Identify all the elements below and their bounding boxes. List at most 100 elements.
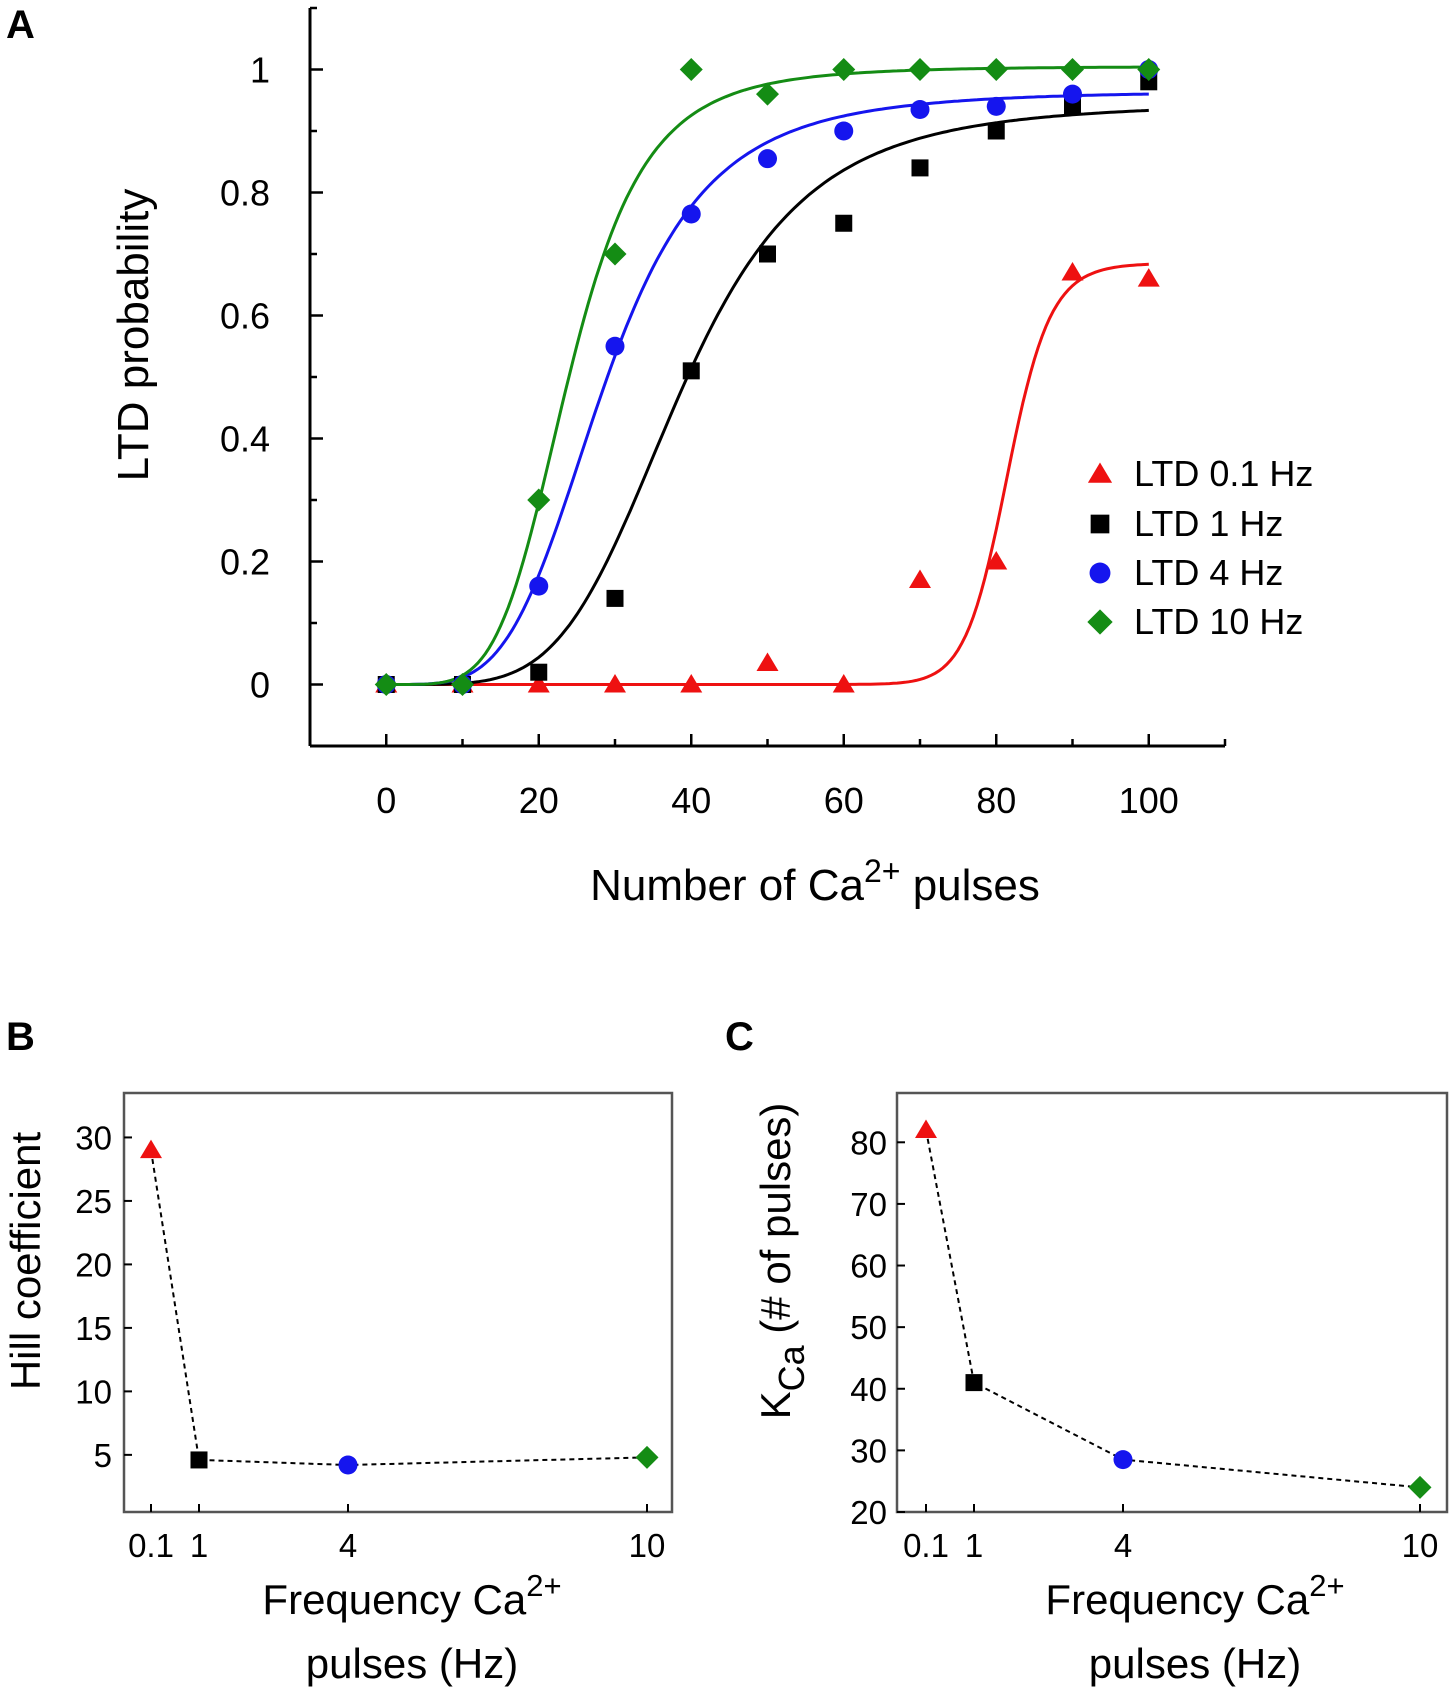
panel-a-y-tick-label: 0 xyxy=(250,665,270,706)
panel-a-x-title-main: Number of Ca xyxy=(590,861,864,910)
panel-c-y-tick-label: 50 xyxy=(850,1309,887,1346)
panel-b-x-tick-label: 4 xyxy=(339,1527,357,1564)
panel-b-x-title-line2: pulses (Hz) xyxy=(306,1640,518,1687)
panel-c-data-point xyxy=(915,1119,937,1138)
panel-a-y-tick-label: 0.4 xyxy=(220,419,270,460)
panel-a-data-point xyxy=(682,362,700,380)
panel-c-y-tick-label: 80 xyxy=(850,1124,887,1161)
panel-b-y-axis-title: Hill coefficient xyxy=(2,1132,49,1391)
panel-c-x-tick-label: 10 xyxy=(1402,1527,1439,1564)
panel-a-data-point xyxy=(1137,58,1161,81)
panel-c-x-axis-title: Frequency Ca2+ xyxy=(1045,1568,1344,1623)
panel-b-y-tick-label: 25 xyxy=(75,1183,112,1220)
panel-a-data-point xyxy=(756,82,779,106)
panel-c-x-tick-label: 4 xyxy=(1114,1527,1132,1564)
panel-a-legend-marker xyxy=(1089,562,1111,584)
panel-b-data-point xyxy=(140,1139,162,1159)
panel-a-data-point xyxy=(987,122,1005,140)
panel-a-x-tick-label: 60 xyxy=(824,780,864,821)
panel-b-x-axis-title: Frequency Ca2+ xyxy=(262,1568,561,1623)
panel-c-data-point xyxy=(1408,1475,1432,1499)
panel-b-frame xyxy=(122,1091,674,1514)
panel-a-data-point xyxy=(1061,261,1084,281)
panel-a: A 0 20 40 60 80 100 0 0.2 0.4 0.6 0.8 1 LTD 0.1 Hz L… xyxy=(6,3,1313,910)
panel-a-letter: A xyxy=(6,3,35,47)
panel-c-data-point xyxy=(1113,1450,1133,1470)
panel-c-x-title-main: Frequency Ca xyxy=(1045,1576,1309,1623)
panel-a-data-point xyxy=(909,569,931,588)
panel-a-x-tick-label: 80 xyxy=(976,780,1016,821)
panel-a-data-point xyxy=(606,589,624,607)
panel-a-y-tick-label: 0.6 xyxy=(220,296,270,337)
panel-b-y-tick-label: 5 xyxy=(94,1437,112,1474)
panel-a-data-point xyxy=(681,204,701,224)
panel-a-legend-marker xyxy=(1087,462,1113,483)
panel-b-letter: B xyxy=(6,1015,35,1059)
panel-c-dashed-line xyxy=(925,1129,1421,1489)
panel-b-x-tick-label: 0.1 xyxy=(128,1527,174,1564)
panel-a-data-point xyxy=(527,674,550,693)
panel-a-legend-label: LTD 4 Hz xyxy=(1134,552,1283,593)
panel-c-frame xyxy=(895,1091,1449,1514)
panel-a-data-point xyxy=(374,673,398,696)
panel-a-data-point xyxy=(758,149,777,169)
panel-b-x-title-main: Frequency Ca xyxy=(262,1576,526,1623)
panel-a-legend-label: LTD 1 Hz xyxy=(1134,503,1283,544)
panel-a-fit-curve xyxy=(386,92,1149,686)
panel-a-fit-curve xyxy=(386,262,1149,686)
panel-a-legend-label: LTD 10 Hz xyxy=(1134,601,1303,642)
panel-a-data-point xyxy=(835,214,853,232)
panel-b-x-tick-label: 1 xyxy=(190,1527,208,1564)
panel-b-x-tick-label: 10 xyxy=(629,1527,666,1564)
panel-c-y-axis-title: KCa (# of pulses) xyxy=(752,1103,812,1420)
panel-a-x-title-tail: pulses xyxy=(900,861,1039,910)
panel-b-y-tick-label: 30 xyxy=(75,1119,112,1156)
panel-c-x-tick-label: 0.1 xyxy=(903,1527,949,1564)
panel-a-data-point xyxy=(832,674,855,693)
panel-c-y-title-sub: Ca xyxy=(771,1344,812,1391)
panel-a-data-point xyxy=(529,576,549,596)
panel-a-data-point xyxy=(604,674,626,693)
panel-a-data-point xyxy=(832,58,856,81)
panel-b-y-tick-label: 20 xyxy=(75,1246,112,1283)
panel-b-data-point xyxy=(190,1451,208,1469)
panel-a-data-point xyxy=(910,99,930,119)
panel-a-data-point xyxy=(985,551,1008,570)
panel-a-data-point xyxy=(756,652,779,671)
panel-c-y-tick-label: 60 xyxy=(850,1248,887,1285)
panel-a-data-point xyxy=(605,336,625,356)
panel-b-x-title-sup: 2+ xyxy=(526,1568,561,1603)
panel-a-data-point xyxy=(1063,84,1082,104)
panel-a-legend-marker xyxy=(1087,609,1113,635)
panel-c-y-title-main: K xyxy=(752,1391,799,1419)
panel-a-y-tick-label: 0.2 xyxy=(220,542,270,583)
panel-c-y-tick-label: 30 xyxy=(850,1432,887,1469)
panel-a-data-point xyxy=(984,58,1008,81)
panel-a-legend-label: LTD 0.1 Hz xyxy=(1134,453,1313,494)
panel-c-y-tick-label: 70 xyxy=(850,1186,887,1223)
panel-a-data-point xyxy=(911,159,929,177)
panel-a-data-point xyxy=(451,673,474,696)
panel-a-x-axis-title: Number of Ca2+ pulses xyxy=(590,853,1040,910)
panel-c-letter: C xyxy=(725,1015,754,1059)
panel-a-legend-marker xyxy=(1090,514,1110,534)
panel-a-data-point xyxy=(1061,58,1084,81)
panel-a-data-point xyxy=(1137,268,1160,287)
panel-b-data-point xyxy=(635,1445,659,1469)
panel-a-data-point xyxy=(986,96,1006,116)
panel-a-data-point xyxy=(527,488,551,512)
panel-a-x-tick-label: 20 xyxy=(519,780,559,821)
panel-a-data-point xyxy=(680,674,703,693)
panel-c-y-title-tail: (# of pulses) xyxy=(752,1103,799,1346)
panel-c-x-title-sup: 2+ xyxy=(1309,1568,1344,1603)
panel-a-y-axis-title: LTD probability xyxy=(109,189,158,482)
panel-c: C 0.1 1 4 10 20 30 40 50 60 70 80 KCa (# of pulses… xyxy=(725,1015,1449,1687)
panel-a-x-tick-label: 40 xyxy=(671,780,711,821)
panel-c-x-title-line2: pulses (Hz) xyxy=(1089,1640,1301,1687)
panel-b-y-tick-label: 10 xyxy=(75,1373,112,1410)
panel-a-x-tick-label: 0 xyxy=(376,780,396,821)
panel-b-y-tick-label: 15 xyxy=(75,1310,112,1347)
panel-a-data-point xyxy=(530,663,548,681)
panel-a-data-point xyxy=(908,58,932,81)
